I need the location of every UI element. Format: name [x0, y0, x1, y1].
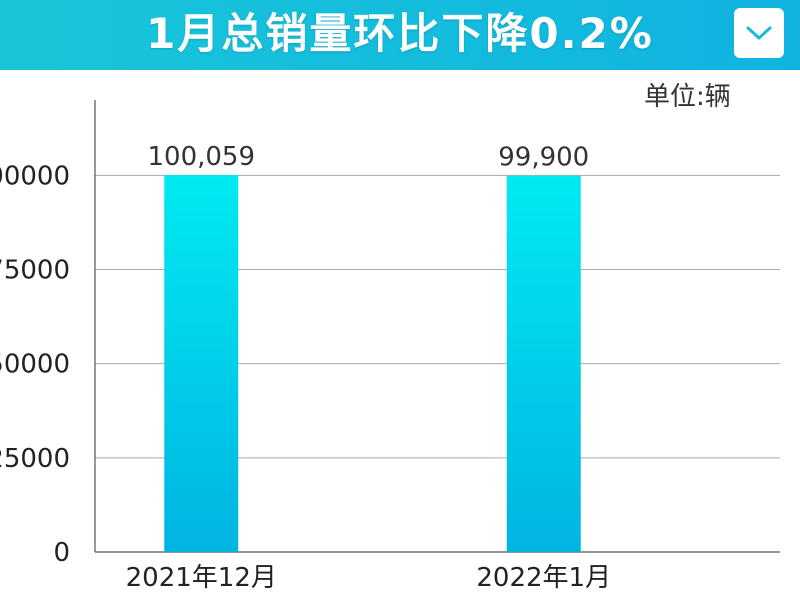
- bar-value-label: 100,059: [147, 142, 255, 172]
- x-category-label: 2021年12月: [126, 563, 277, 593]
- page-title: 1月总销量环比下降0.2%: [146, 9, 654, 58]
- y-tick-label: 100000: [0, 161, 70, 191]
- bar: [164, 175, 239, 553]
- bar: [506, 175, 581, 552]
- bar-value-label: 99,900: [498, 143, 589, 173]
- y-tick-label: 25000: [0, 444, 70, 474]
- chevron-down-icon: [746, 26, 772, 40]
- unit-label: 单位:辆: [644, 82, 731, 112]
- x-category-label: 2022年1月: [476, 563, 611, 593]
- y-tick-label: 0: [53, 538, 70, 568]
- y-tick-label: 75000: [0, 256, 70, 286]
- dropdown-button[interactable]: [734, 8, 784, 58]
- header-bar: 1月总销量环比下降0.2%: [0, 0, 800, 70]
